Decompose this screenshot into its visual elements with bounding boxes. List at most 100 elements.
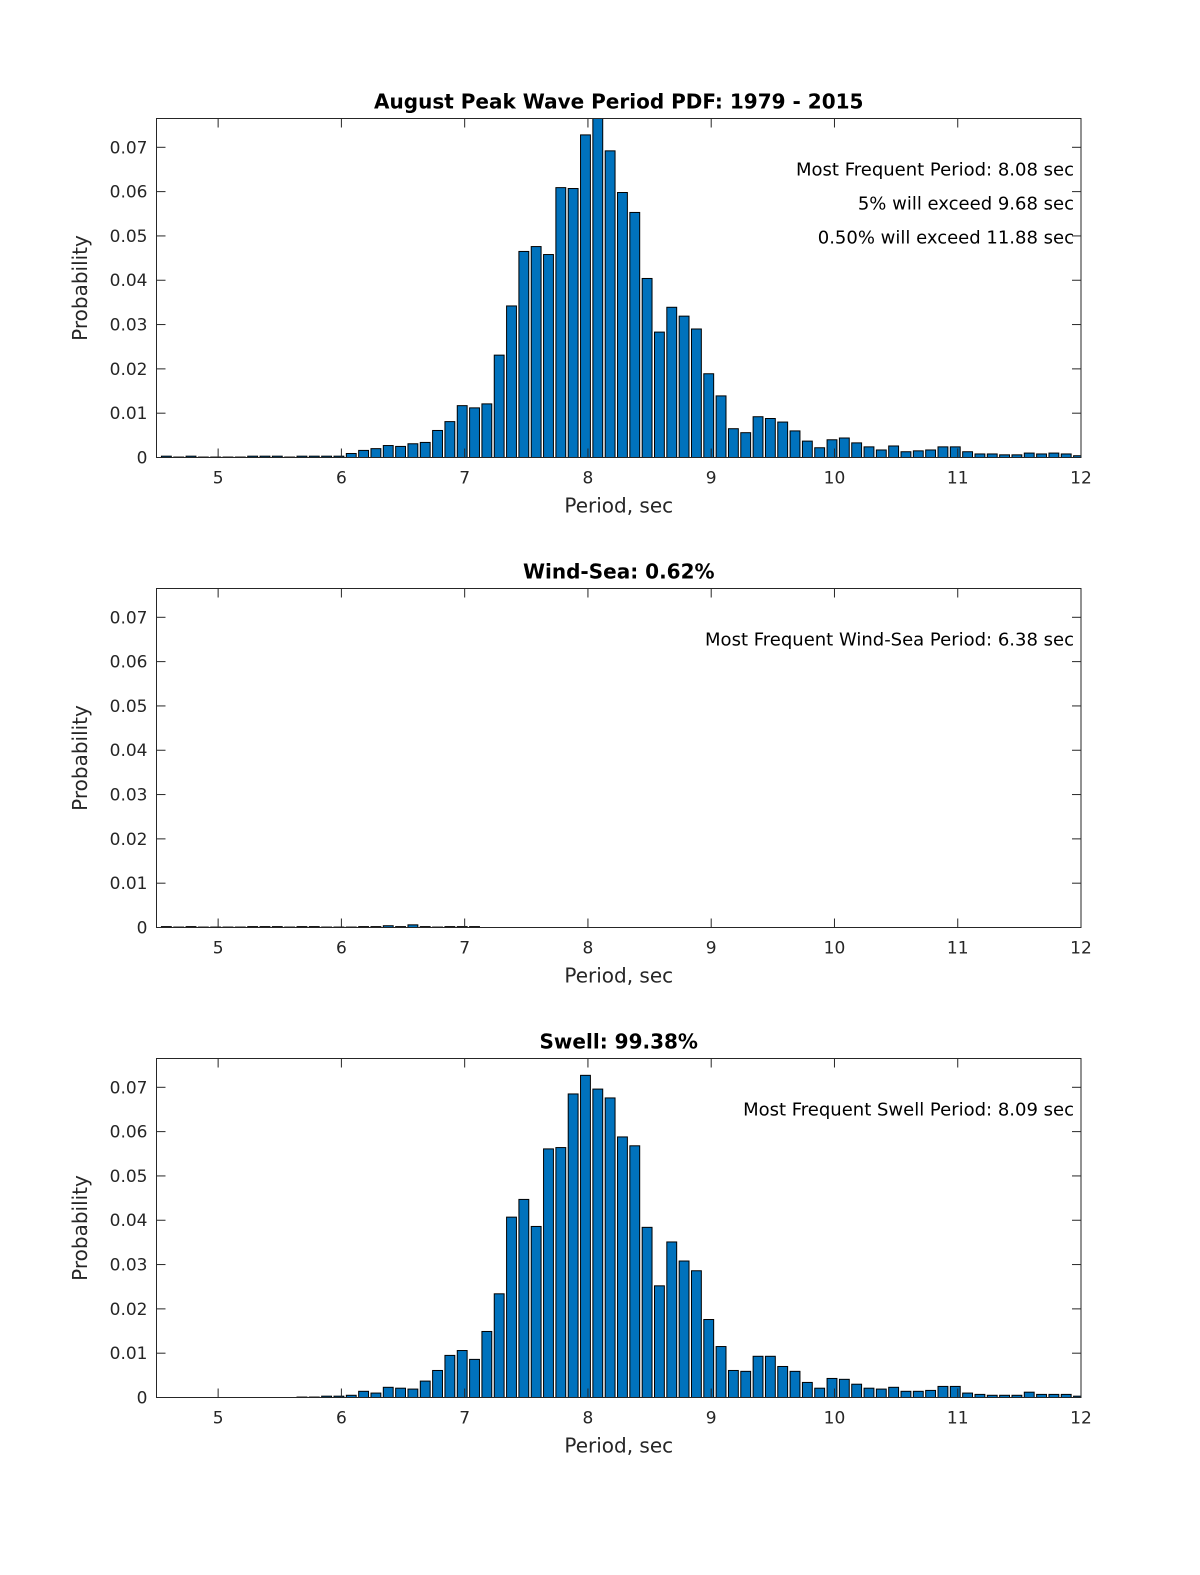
- bar: [456, 1350, 468, 1398]
- chart-title: Wind-Sea: 0.62%: [523, 560, 715, 584]
- y-tick-label: 0.07: [110, 608, 148, 628]
- bar: [247, 455, 259, 458]
- bar: [703, 1319, 715, 1398]
- bar: [851, 1383, 863, 1398]
- bar: [518, 250, 530, 458]
- y-tick-label: 0.01: [110, 404, 148, 424]
- bar: [641, 277, 653, 458]
- bar: [1060, 1393, 1072, 1398]
- bar: [888, 1386, 900, 1398]
- bar: [801, 440, 813, 458]
- y-tick-label: 0: [137, 919, 148, 939]
- y-tick-label: 0.01: [110, 1344, 148, 1364]
- bar: [863, 446, 875, 458]
- bar: [160, 455, 172, 458]
- bar: [530, 246, 542, 458]
- bar: [986, 1394, 998, 1398]
- bar: [654, 1285, 665, 1398]
- bar: [469, 1358, 480, 1398]
- bar: [308, 455, 320, 458]
- bar: [493, 354, 505, 458]
- bar: [962, 1392, 974, 1398]
- bar: [900, 1390, 912, 1398]
- x-tick-label: 7: [459, 1409, 470, 1429]
- bar: [567, 188, 579, 458]
- x-tick-label: 6: [336, 469, 347, 489]
- bar: [875, 1388, 887, 1398]
- bar: [641, 1226, 653, 1398]
- axes-box: [156, 118, 1082, 458]
- bar: [629, 211, 641, 458]
- bar: [949, 446, 961, 458]
- bar: [370, 448, 382, 458]
- bar: [678, 1260, 690, 1398]
- x-tick-label: 9: [706, 939, 717, 959]
- bar: [937, 446, 949, 458]
- bar: [395, 1387, 407, 1398]
- bar: [481, 403, 493, 458]
- bar: [592, 1088, 604, 1398]
- bar: [789, 430, 801, 458]
- bar: [925, 1389, 937, 1398]
- x-tick-label: 9: [706, 469, 717, 489]
- bar: [777, 421, 789, 458]
- bar: [1036, 453, 1047, 458]
- bar: [506, 1216, 517, 1398]
- bar: [543, 254, 554, 458]
- bar: [690, 328, 702, 458]
- bar: [1048, 452, 1060, 458]
- bar: [617, 1136, 628, 1398]
- bar: [789, 1370, 801, 1398]
- bar: [407, 443, 419, 458]
- bar: [875, 449, 887, 458]
- bar: [678, 315, 690, 458]
- bar: [814, 447, 826, 458]
- bar: [900, 451, 912, 458]
- bar: [986, 453, 998, 458]
- x-tick-label: 10: [824, 939, 846, 959]
- bar: [1073, 1395, 1081, 1398]
- x-axis-label: Period, sec: [564, 1434, 673, 1458]
- y-tick-label: 0.04: [110, 271, 148, 291]
- y-tick-label: 0.06: [110, 1123, 148, 1143]
- y-tick-label: 0.07: [110, 1078, 148, 1098]
- y-tick-label: 0.05: [110, 697, 148, 717]
- bars: [160, 118, 1081, 458]
- bar: [801, 1381, 813, 1398]
- bar: [370, 1392, 382, 1398]
- y-tick-label: 0: [137, 449, 148, 469]
- bar: [1060, 453, 1072, 458]
- x-tick-label: 5: [213, 469, 224, 489]
- bar: [838, 1378, 850, 1398]
- bar: [777, 1365, 789, 1398]
- annotation-text: Most Frequent Wind-Sea Period: 6.38 sec: [705, 630, 1074, 651]
- annotation-text: Most Frequent Swell Period: 8.09 sec: [743, 1100, 1074, 1121]
- bar: [358, 449, 370, 458]
- y-tick-label: 0.03: [110, 786, 148, 806]
- annotation-text: 0.50% will exceed 11.88 sec: [818, 228, 1074, 249]
- bar: [444, 421, 456, 458]
- bar: [1036, 1393, 1047, 1398]
- y-tick-label: 0.05: [110, 1167, 148, 1187]
- bars: [296, 1074, 1081, 1398]
- y-tick-label: 0.01: [110, 874, 148, 894]
- bar: [432, 1369, 443, 1398]
- bar: [752, 1355, 764, 1398]
- y-axis-label: Probability: [68, 235, 92, 341]
- bar: [345, 453, 357, 458]
- bar: [912, 1390, 924, 1398]
- x-tick-label: 10: [824, 469, 846, 489]
- x-tick-label: 8: [583, 1409, 594, 1429]
- bar: [962, 451, 974, 458]
- x-tick-label: 12: [1070, 939, 1092, 959]
- bar: [838, 437, 850, 458]
- bar: [567, 1093, 579, 1398]
- bar: [826, 439, 838, 458]
- bar: [333, 455, 345, 458]
- bar: [604, 1097, 616, 1398]
- y-tick-label: 0.02: [110, 360, 148, 380]
- bar: [1073, 455, 1081, 458]
- bar: [715, 1346, 727, 1398]
- x-tick-label: 12: [1070, 1409, 1092, 1429]
